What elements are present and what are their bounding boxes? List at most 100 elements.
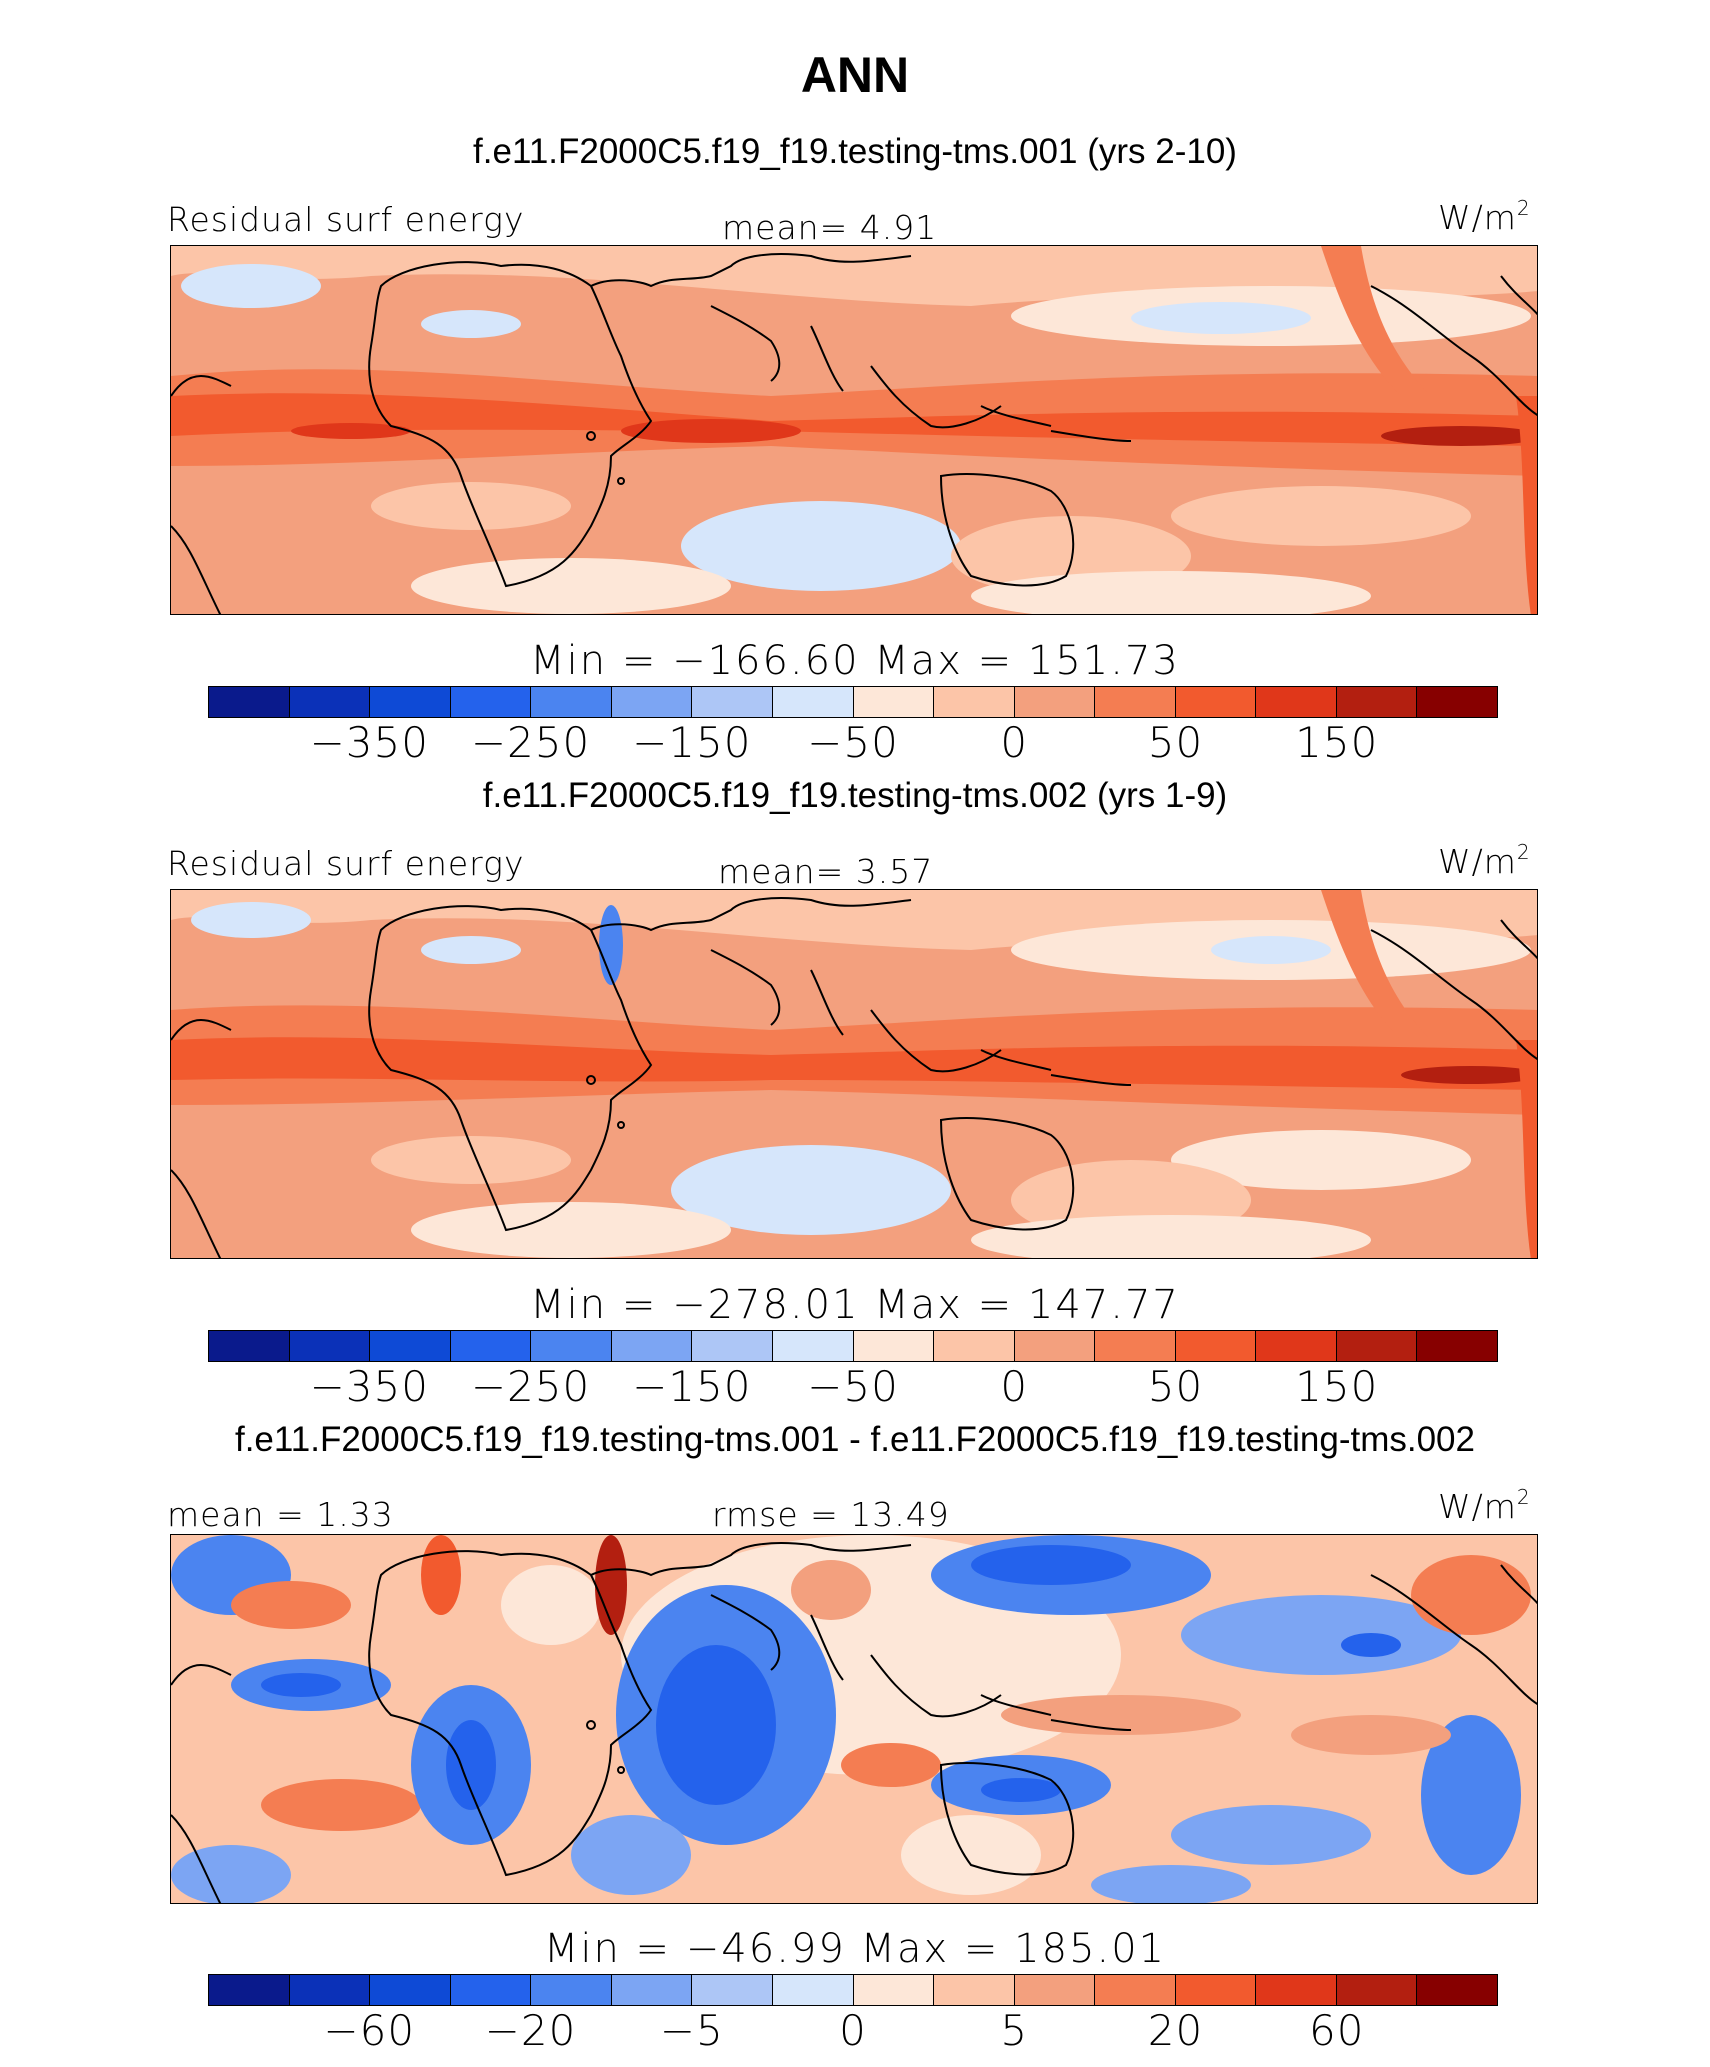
colorbar-swatch bbox=[209, 1975, 290, 2005]
colorbar-swatch bbox=[1417, 1975, 1497, 2005]
colorbar-swatch bbox=[692, 1331, 773, 1361]
panel-1-map bbox=[170, 245, 1538, 615]
colorbar-swatch bbox=[853, 1331, 935, 1361]
colorbar-swatch bbox=[531, 687, 612, 717]
colorbar-tick: −350 bbox=[309, 718, 429, 767]
colorbar-tick: 20 bbox=[1147, 2006, 1204, 2055]
colorbar-tick: −60 bbox=[323, 2006, 416, 2055]
panel-1-mean-label: mean= 4.91 bbox=[722, 208, 938, 247]
colorbar-swatch bbox=[1175, 1975, 1257, 2005]
colorbar-swatch bbox=[1095, 687, 1176, 717]
panel-2-variable-label: Residual surf energy bbox=[167, 844, 525, 883]
panel-1-coastlines bbox=[171, 253, 1537, 614]
panel-2-coastlines bbox=[171, 897, 1537, 1258]
colorbar-swatch bbox=[1336, 1331, 1418, 1361]
panel-2-units: W/m2 bbox=[1438, 840, 1531, 881]
colorbar-tick: 0 bbox=[1000, 1362, 1029, 1411]
colorbar-swatch bbox=[209, 687, 290, 717]
colorbar-swatch bbox=[692, 1975, 773, 2005]
colorbar-swatch bbox=[1417, 687, 1497, 717]
colorbar-swatch bbox=[1256, 1331, 1337, 1361]
colorbar-swatch bbox=[772, 687, 854, 717]
panel-2-colorbar-ticks: −350 −250 −150 −50 0 50 150 bbox=[208, 1362, 1498, 1412]
panel-1-contour-field bbox=[171, 246, 1537, 614]
colorbar-swatch bbox=[531, 1331, 612, 1361]
colorbar-tick: 0 bbox=[1000, 718, 1029, 767]
panel-2-minmax: Min = −278.01 Max = 147.77 bbox=[530, 1282, 1180, 1328]
colorbar-tick: −150 bbox=[632, 1362, 752, 1411]
colorbar-tick: −350 bbox=[309, 1362, 429, 1411]
colorbar-swatch bbox=[611, 687, 693, 717]
panel-3-units: W/m2 bbox=[1438, 1485, 1531, 1526]
colorbar-tick: 5 bbox=[1000, 2006, 1029, 2055]
colorbar-swatch bbox=[853, 1975, 935, 2005]
colorbar-swatch bbox=[370, 1331, 451, 1361]
colorbar-tick: 150 bbox=[1295, 718, 1379, 767]
colorbar-tick: 60 bbox=[1309, 2006, 1365, 2055]
colorbar-swatch bbox=[1256, 1975, 1337, 2005]
panel-3-minmax: Min = −46.99 Max = 185.01 bbox=[543, 1926, 1167, 1972]
panel-2-contour-field bbox=[171, 890, 1537, 1258]
panel-3-rmse-label: rmse = 13.49 bbox=[712, 1495, 950, 1534]
colorbar-swatch bbox=[1336, 1975, 1418, 2005]
panel-3-colorbar-ticks: −60 −20 −5 0 5 20 60 bbox=[208, 2006, 1498, 2056]
colorbar-swatch bbox=[289, 1331, 371, 1361]
colorbar-swatch bbox=[934, 687, 1015, 717]
colorbar-swatch bbox=[1014, 1975, 1096, 2005]
colorbar-swatch bbox=[531, 1975, 612, 2005]
panel-3-contour-field bbox=[171, 1535, 1537, 1903]
panel-1-case-title: f.e11.F2000C5.f19_f19.testing-tms.001 (y… bbox=[473, 132, 1237, 171]
colorbar-swatch bbox=[289, 687, 371, 717]
colorbar-swatch bbox=[1095, 1331, 1176, 1361]
colorbar-tick: −20 bbox=[484, 2006, 577, 2055]
colorbar-tick: −250 bbox=[470, 1362, 591, 1411]
panel-1-colorbar-ticks: −350 −250 −150 −50 0 50 150 bbox=[208, 718, 1498, 768]
colorbar-swatch bbox=[370, 1975, 451, 2005]
colorbar-tick: −50 bbox=[807, 718, 899, 767]
colorbar-swatch bbox=[450, 1975, 532, 2005]
panel-1-units: W/m2 bbox=[1438, 196, 1531, 237]
colorbar-swatch bbox=[289, 1975, 371, 2005]
panel-2-mean-label: mean= 3.57 bbox=[718, 852, 934, 891]
panel-2-map bbox=[170, 889, 1538, 1259]
colorbar-swatch bbox=[1336, 687, 1418, 717]
colorbar-swatch bbox=[370, 687, 451, 717]
colorbar-tick: 0 bbox=[839, 2006, 867, 2055]
colorbar-swatch bbox=[853, 687, 935, 717]
panel-3-mean-label: mean = 1.33 bbox=[167, 1495, 394, 1534]
colorbar-tick: −50 bbox=[807, 1362, 899, 1411]
colorbar-swatch bbox=[611, 1975, 693, 2005]
colorbar-swatch bbox=[1175, 687, 1257, 717]
colorbar-swatch bbox=[1417, 1331, 1497, 1361]
colorbar-swatch bbox=[450, 1331, 532, 1361]
colorbar-swatch bbox=[1014, 1331, 1096, 1361]
colorbar-swatch bbox=[1256, 687, 1337, 717]
colorbar-tick: 150 bbox=[1295, 1362, 1379, 1411]
colorbar-swatch bbox=[1095, 1975, 1176, 2005]
plot-title: ANN bbox=[800, 47, 910, 103]
colorbar-swatch bbox=[772, 1331, 854, 1361]
colorbar-tick: 50 bbox=[1147, 1362, 1204, 1411]
colorbar-swatch bbox=[209, 1331, 290, 1361]
colorbar-swatch bbox=[450, 687, 532, 717]
colorbar-swatch bbox=[692, 687, 773, 717]
panel-3-coastlines bbox=[171, 1542, 1537, 1903]
colorbar-tick: 50 bbox=[1147, 718, 1204, 767]
colorbar-swatch bbox=[934, 1975, 1015, 2005]
colorbar-swatch bbox=[934, 1331, 1015, 1361]
colorbar-tick: −5 bbox=[659, 2006, 724, 2055]
panel-2-colorbar bbox=[208, 1330, 1498, 1362]
colorbar-tick: −150 bbox=[632, 718, 752, 767]
colorbar-swatch bbox=[772, 1975, 854, 2005]
panel-1-variable-label: Residual surf energy bbox=[167, 200, 525, 239]
colorbar-swatch bbox=[1175, 1331, 1257, 1361]
panel-2-case-title: f.e11.F2000C5.f19_f19.testing-tms.002 (y… bbox=[482, 776, 1228, 815]
panel-3-case-title: f.e11.F2000C5.f19_f19.testing-tms.001 - … bbox=[234, 1420, 1475, 1459]
panel-1-colorbar bbox=[208, 686, 1498, 718]
colorbar-tick: −250 bbox=[470, 718, 591, 767]
colorbar-swatch bbox=[1014, 687, 1096, 717]
panel-3-colorbar bbox=[208, 1974, 1498, 2006]
panel-3-map bbox=[170, 1534, 1538, 1904]
panel-1-minmax: Min = −166.60 Max = 151.73 bbox=[530, 638, 1180, 684]
colorbar-swatch bbox=[611, 1331, 693, 1361]
